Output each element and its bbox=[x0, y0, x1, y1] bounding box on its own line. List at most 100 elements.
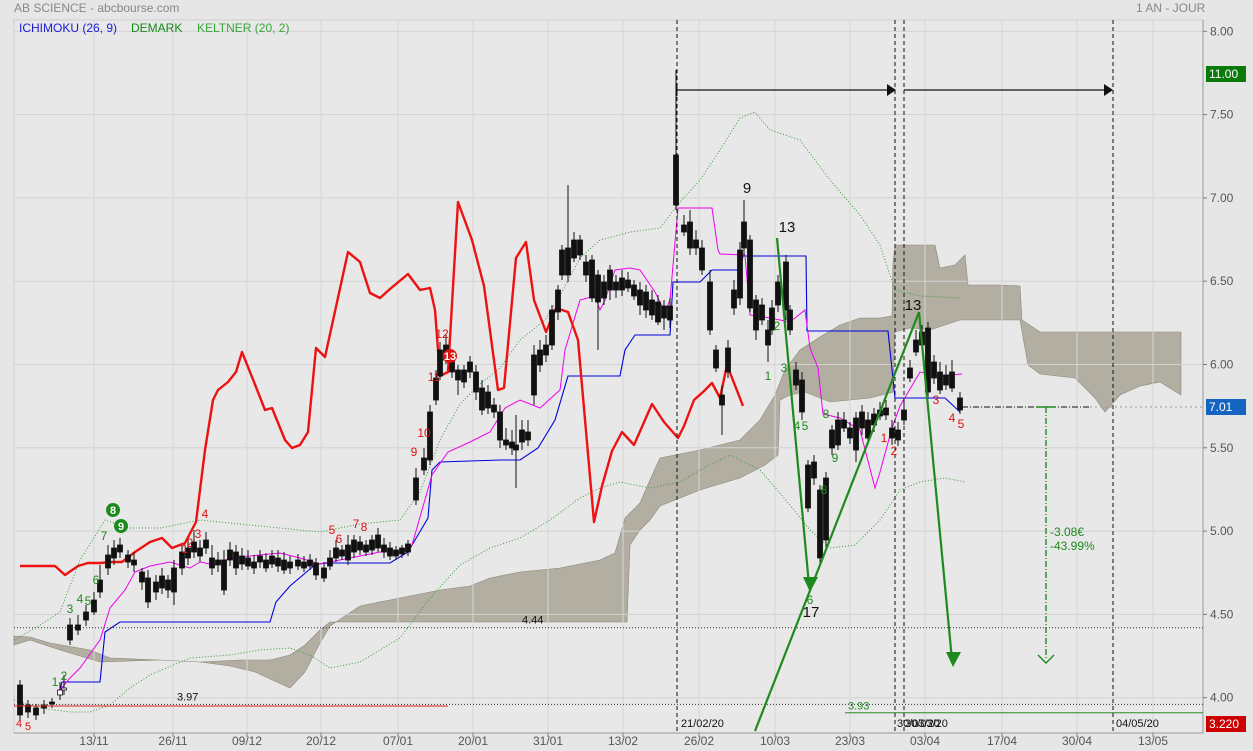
candle bbox=[699, 240, 705, 275]
candle-body bbox=[895, 429, 901, 441]
candle-body bbox=[607, 269, 613, 291]
demark-count-green: 6 bbox=[807, 593, 814, 607]
candle-body bbox=[433, 377, 439, 401]
candle bbox=[719, 385, 725, 435]
demark-count-green: 4 bbox=[794, 419, 801, 433]
candle bbox=[485, 385, 491, 414]
indicator-ichimoku[interactable]: ICHIMOKU (26, 9) bbox=[19, 21, 118, 35]
candle bbox=[805, 460, 811, 512]
candle-body bbox=[91, 599, 97, 613]
candle bbox=[643, 285, 649, 318]
candle-body bbox=[835, 419, 841, 446]
candle bbox=[473, 365, 479, 400]
candle bbox=[883, 400, 889, 420]
candle-body bbox=[661, 305, 667, 319]
x-axis: 13/11 26/11 09/12 20/12 07/01 20/01 31/01 13/02… bbox=[79, 20, 1168, 748]
candle-body bbox=[387, 547, 393, 557]
date-label-2b: 30/03/20 bbox=[905, 718, 948, 730]
candle-body bbox=[655, 301, 661, 323]
y-tick-label: 5.00 bbox=[1210, 524, 1234, 538]
candle-body bbox=[543, 344, 549, 356]
candle-body bbox=[643, 291, 649, 311]
candle bbox=[943, 365, 949, 390]
candle-body bbox=[375, 534, 381, 549]
candle-body bbox=[49, 701, 55, 705]
candle bbox=[203, 532, 209, 554]
candle bbox=[525, 420, 531, 446]
candle-body bbox=[275, 557, 281, 567]
candle bbox=[369, 535, 375, 555]
candle-body bbox=[105, 554, 111, 569]
price-badge-low: 3.220 bbox=[1206, 716, 1246, 732]
candle-body bbox=[525, 431, 531, 441]
demark-arrowhead-3 bbox=[946, 652, 961, 667]
candle-body bbox=[817, 489, 823, 559]
candle-body bbox=[345, 544, 351, 561]
demark-lines bbox=[753, 237, 961, 732]
candle bbox=[437, 342, 443, 380]
candle-body bbox=[455, 369, 461, 381]
candle-body bbox=[215, 559, 221, 566]
candle-body bbox=[595, 274, 601, 303]
candle bbox=[399, 545, 405, 558]
demark-badge-8-circle bbox=[106, 503, 120, 517]
candle bbox=[859, 405, 865, 435]
demark-count-green: 4 bbox=[77, 592, 84, 606]
candle bbox=[661, 300, 667, 330]
demark-line-2 bbox=[753, 311, 921, 732]
candle bbox=[673, 70, 679, 210]
indicator-demark[interactable]: DEMARK bbox=[131, 21, 183, 35]
ichimoku-tenkan bbox=[59, 207, 963, 691]
price-badge-high-bg bbox=[1206, 66, 1246, 82]
candle-body bbox=[83, 611, 89, 621]
demark-badge-9-text: 9 bbox=[118, 521, 124, 533]
candle-body bbox=[649, 299, 655, 316]
time-projection-arrow-2-head bbox=[1104, 84, 1113, 96]
demark-count-green: 5 bbox=[85, 594, 92, 608]
x-tick-label: 26/02 bbox=[684, 734, 714, 748]
candle bbox=[907, 360, 913, 382]
x-tick-label: 13/05 bbox=[1138, 734, 1168, 748]
candle-body bbox=[571, 239, 577, 259]
candle bbox=[239, 548, 245, 570]
candle-body bbox=[907, 367, 913, 379]
candle bbox=[853, 412, 859, 462]
demark-count-green: 2 bbox=[61, 669, 68, 683]
demark-count-red: 6 bbox=[336, 532, 343, 546]
candle bbox=[713, 345, 719, 372]
candle bbox=[613, 275, 619, 298]
demark-count-red: 2 bbox=[891, 444, 898, 458]
candle-body bbox=[913, 339, 919, 353]
candle bbox=[197, 540, 203, 562]
date-label-3: 04/05/20 bbox=[1116, 718, 1159, 730]
candle bbox=[97, 565, 103, 598]
candle bbox=[111, 540, 117, 565]
indicator-keltner[interactable]: KELTNER (20, 2) bbox=[197, 21, 290, 35]
candle bbox=[559, 245, 565, 280]
candle bbox=[583, 255, 589, 282]
keltner-upper bbox=[13, 111, 961, 641]
ichimoku-cloud bbox=[13, 244, 1182, 689]
candle-body bbox=[251, 561, 257, 569]
candle-body bbox=[713, 349, 719, 369]
candle bbox=[321, 562, 327, 582]
demark-count-red: 1 bbox=[182, 542, 189, 556]
candle bbox=[413, 468, 419, 505]
candle bbox=[251, 555, 257, 574]
candle bbox=[595, 270, 601, 350]
candle-body bbox=[467, 361, 473, 373]
y-tick-label: 7.00 bbox=[1210, 191, 1234, 205]
demark-label-9: 9 bbox=[743, 180, 751, 197]
candle bbox=[565, 185, 571, 282]
x-tick-label: 07/01 bbox=[383, 734, 413, 748]
candle-body bbox=[577, 239, 583, 256]
candle-body bbox=[775, 281, 781, 306]
candle bbox=[765, 320, 771, 362]
candle-body bbox=[673, 154, 679, 206]
candle-body bbox=[725, 347, 731, 373]
candle-body bbox=[787, 309, 793, 331]
candle-body bbox=[185, 547, 191, 559]
candle-body bbox=[427, 411, 433, 461]
